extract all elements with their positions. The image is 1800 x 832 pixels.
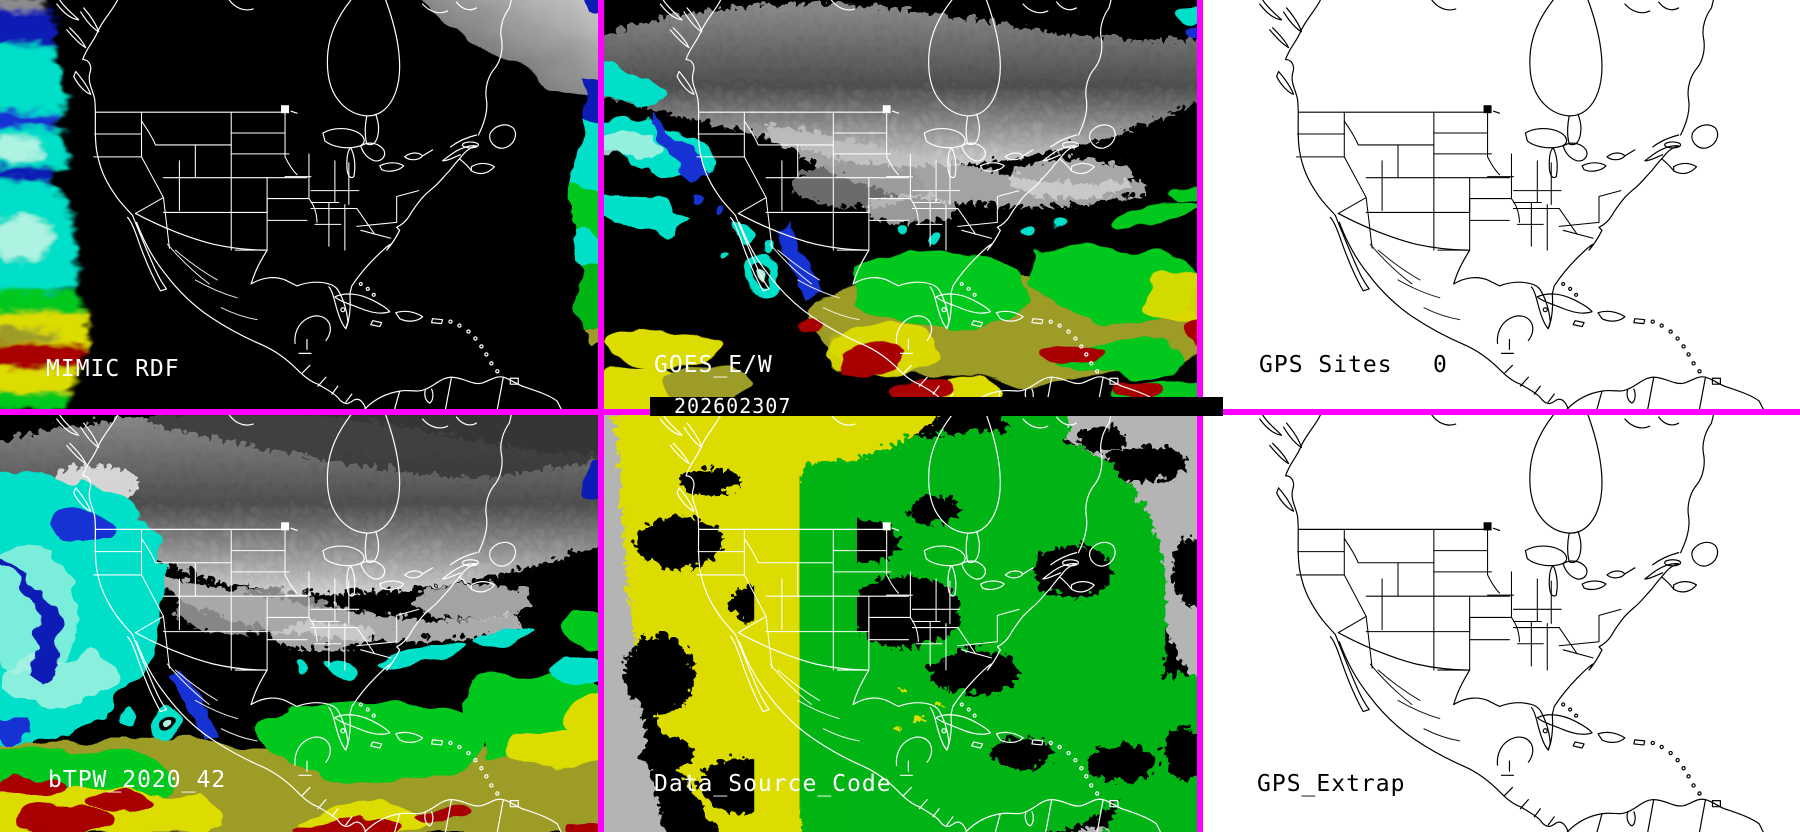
source-yellow-column xyxy=(754,415,800,832)
panel-label: GPS Sites xyxy=(1259,352,1393,378)
timestamp-bar: 202602307 xyxy=(650,394,1223,418)
east-edge-moisture-strip xyxy=(570,0,598,345)
pacific-moisture xyxy=(0,471,164,751)
panel-label: MIMIC RDF xyxy=(46,356,180,382)
goes-e-w-map-image xyxy=(604,0,1197,409)
panel-mimic-rdf: MIMIC RDF xyxy=(0,0,598,409)
gps-sites-count: 0 xyxy=(1433,352,1448,378)
north-america-map xyxy=(1259,415,1764,832)
panel-label: GOES_E/W xyxy=(654,352,773,378)
panel-goes-e-w: GOES_E/W xyxy=(604,0,1197,409)
pacific-moisture-band xyxy=(0,0,88,409)
panel-btpw-2020-42: bTPW_2020_42 xyxy=(0,415,598,832)
data-source-code-map-image xyxy=(604,415,1197,832)
panel-label: GPS_Extrap xyxy=(1257,771,1406,797)
gps-sites-map-image xyxy=(1259,0,1764,409)
btpw-map-image xyxy=(0,415,598,832)
mimic-rdf-map-image xyxy=(0,0,598,409)
source-green-column xyxy=(799,455,858,832)
northeast-cloud-wedge xyxy=(420,0,598,103)
tropical-moisture xyxy=(604,3,1197,409)
cloud-layer xyxy=(604,0,1197,220)
source-green-layer xyxy=(829,415,1197,832)
panel-label: bTPW_2020_42 xyxy=(48,767,227,793)
pacific-moisture xyxy=(604,59,774,256)
panel-data-source-code: Data_Source_Code xyxy=(604,415,1197,832)
tropical-moisture xyxy=(0,457,598,832)
north-america-map xyxy=(56,0,562,409)
panel-gps-extrap: GPS_Extrap xyxy=(1203,415,1800,832)
panel-label: Data_Source_Code xyxy=(654,771,892,797)
north-america-map xyxy=(1259,0,1764,409)
timestamp-text: 202602307 xyxy=(674,394,792,418)
panel-gps-sites: GPS Sites 0 xyxy=(1203,0,1800,409)
gps-extrap-map-image xyxy=(1259,415,1764,832)
